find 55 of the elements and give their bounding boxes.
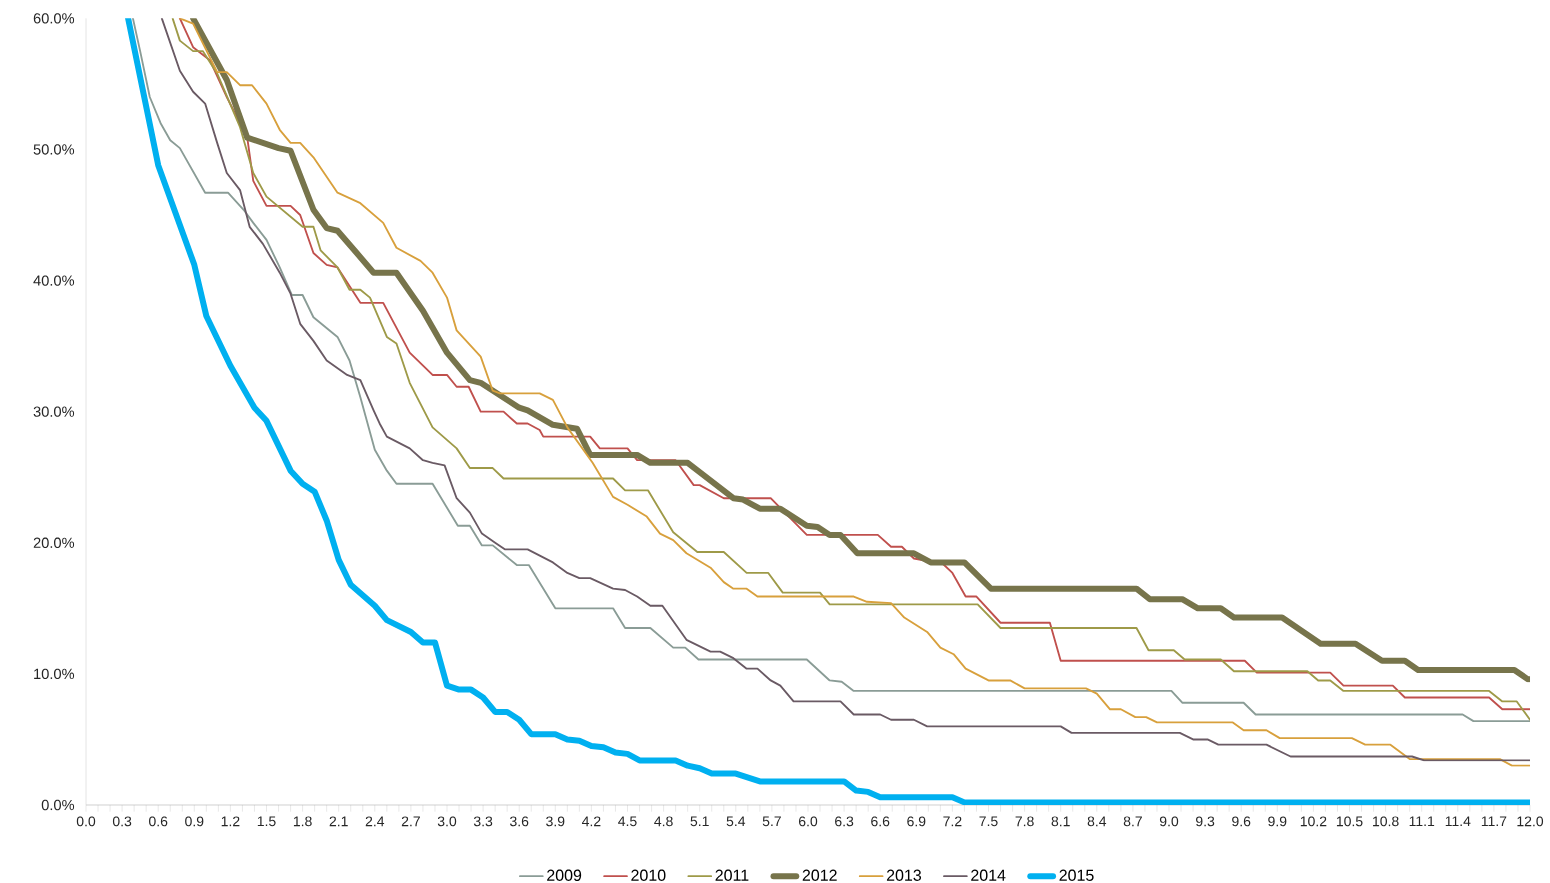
- x-tick-label: 6.9: [907, 816, 926, 827]
- y-tick-label: 30.0%: [33, 406, 75, 417]
- x-tick-label: 9.3: [1196, 816, 1215, 827]
- x-tick-label: 9.9: [1268, 816, 1287, 827]
- x-tick-label: 4.5: [618, 816, 637, 827]
- x-tick-label: 5.1: [690, 816, 709, 827]
- x-tick-label: 8.7: [1123, 816, 1142, 827]
- x-tick-label: 10.5: [1336, 816, 1363, 827]
- x-tick-label: 4.8: [654, 816, 673, 827]
- y-tick-label: 50.0%: [33, 144, 75, 155]
- x-tick-label: 3.0: [437, 816, 457, 827]
- x-tick-label: 3.3: [473, 816, 493, 827]
- x-tick-label: 3.6: [510, 816, 529, 827]
- y-tick-label: 20.0%: [33, 537, 75, 548]
- x-tick-label: 10.2: [1300, 816, 1327, 827]
- x-tick-label: 5.4: [726, 816, 746, 827]
- legend-label: 2009: [547, 869, 582, 881]
- legend-label: 2010: [631, 869, 666, 881]
- x-tick-label: 7.2: [943, 816, 962, 827]
- legend-label: 2014: [971, 869, 1006, 881]
- x-tick-label: 0.9: [185, 816, 204, 827]
- x-tick-label: 7.8: [1015, 816, 1034, 827]
- x-tick-label: 11.7: [1481, 816, 1507, 827]
- legend-label: 2012: [802, 869, 837, 881]
- x-tick-label: 11.4: [1445, 816, 1471, 827]
- x-tick-label: 6.6: [871, 816, 890, 827]
- x-tick-label: 8.4: [1087, 816, 1107, 827]
- x-tick-label: 6.3: [835, 816, 854, 827]
- x-tick-label: 4.2: [581, 816, 601, 827]
- x-tick-label: 9.0: [1159, 816, 1179, 827]
- x-tick-label: 2.4: [365, 816, 385, 827]
- legend-label: 2011: [715, 869, 749, 881]
- x-tick-label: 10.8: [1373, 816, 1399, 827]
- x-tick-label: 9.6: [1232, 816, 1251, 827]
- x-tick-label: 1.8: [293, 816, 312, 827]
- y-tick-label: 10.0%: [34, 668, 75, 680]
- x-tick-label: 0.3: [112, 816, 132, 827]
- x-tick-label: 5.7: [762, 816, 781, 827]
- x-tick-label: 7.5: [979, 816, 998, 827]
- x-tick-label: 11.1: [1409, 816, 1435, 827]
- y-tick-label: 0.0%: [41, 799, 75, 811]
- x-tick-label: 0.0: [76, 816, 96, 827]
- x-tick-label: 6.0: [798, 816, 818, 827]
- x-tick-label: 2.7: [401, 816, 420, 827]
- x-tick-label: 1.5: [257, 816, 276, 827]
- x-tick-label: 0.6: [149, 816, 168, 827]
- x-tick-label: 1.2: [221, 816, 240, 827]
- y-tick-label: 60.0%: [33, 13, 75, 24]
- x-tick-label: 8.1: [1051, 816, 1070, 827]
- x-tick-label: 3.9: [546, 816, 565, 827]
- x-tick-label: 12.0: [1517, 816, 1544, 827]
- legend-label: 2013: [886, 869, 922, 881]
- legend-label: 2015: [1059, 869, 1094, 881]
- x-tick-label: 2.1: [329, 816, 348, 827]
- y-tick-label: 40.0%: [33, 275, 75, 286]
